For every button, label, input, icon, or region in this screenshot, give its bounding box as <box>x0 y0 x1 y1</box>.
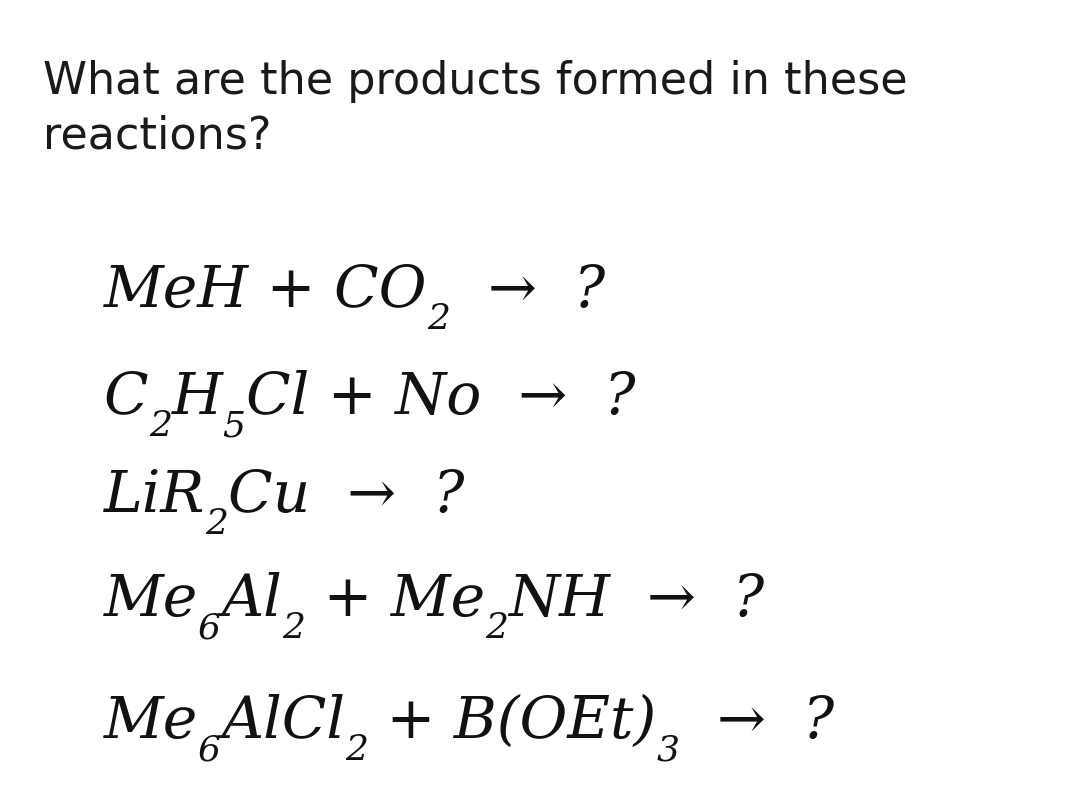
Text: Cl + No  →  ?: Cl + No → ? <box>245 370 635 426</box>
Text: AlCl: AlCl <box>221 693 346 750</box>
Text: 2: 2 <box>149 409 172 443</box>
Text: What are the products formed in these
reactions?: What are the products formed in these re… <box>43 60 908 158</box>
Text: 6: 6 <box>199 733 221 767</box>
Text: 2: 2 <box>205 507 229 541</box>
Text: 2: 2 <box>346 733 368 767</box>
Text: 3: 3 <box>657 733 679 767</box>
Text: Me: Me <box>104 693 199 750</box>
Text: Me: Me <box>104 572 199 629</box>
Text: 6: 6 <box>199 612 221 646</box>
Text: LiR: LiR <box>104 468 205 524</box>
Text: Cu  →  ?: Cu → ? <box>229 468 464 524</box>
Text: 2: 2 <box>428 302 450 337</box>
Text: + Me: + Me <box>306 572 485 629</box>
Text: 2: 2 <box>485 612 509 646</box>
Text: 2: 2 <box>282 612 306 646</box>
Text: + B(OEt): + B(OEt) <box>368 693 657 750</box>
Text: Al: Al <box>221 572 282 629</box>
Text: C: C <box>104 370 149 426</box>
Text: H: H <box>172 370 222 426</box>
Text: →  ?: → ? <box>450 263 605 319</box>
Text: MeH + CO: MeH + CO <box>104 263 428 319</box>
Text: 5: 5 <box>222 409 245 443</box>
Text: NH  →  ?: NH → ? <box>509 572 765 629</box>
Text: →  ?: → ? <box>679 693 834 750</box>
